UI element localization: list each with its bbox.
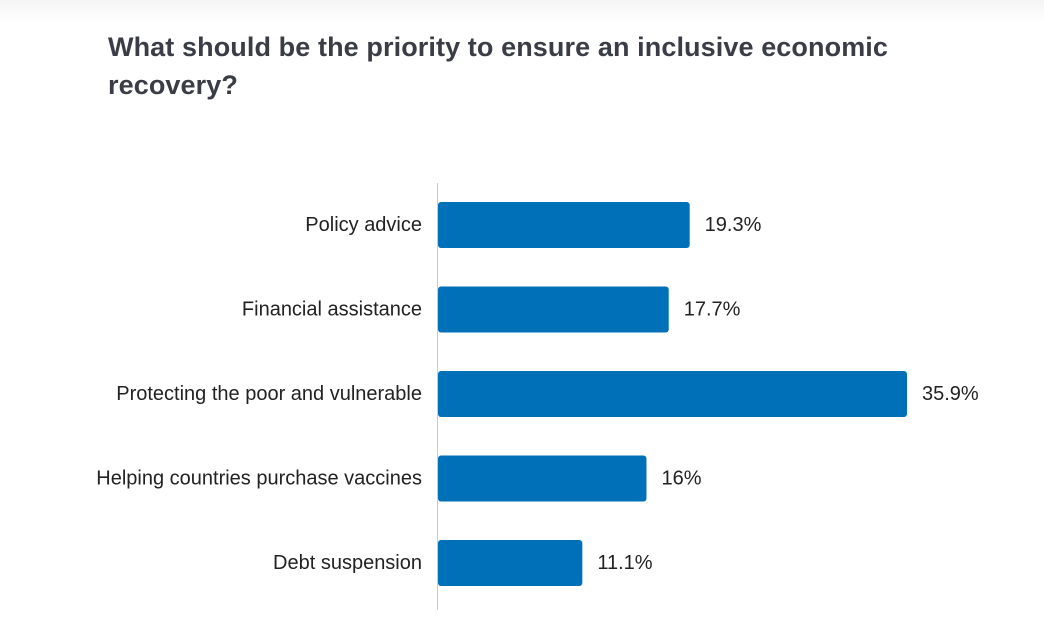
bar[interactable] [438, 455, 647, 502]
bar-group: Helping countries purchase vaccines 16% [96, 455, 702, 502]
bar-group: Financial assistance 17.7% [242, 286, 741, 333]
chart-title: What should be the priority to ensure an… [108, 32, 889, 100]
bar[interactable] [438, 371, 907, 417]
category-label: Policy advice [305, 214, 422, 236]
category-label: Financial assistance [242, 299, 422, 321]
bar[interactable] [438, 286, 669, 333]
value-label: 17.7% [684, 299, 741, 321]
category-label: Helping countries purchase vaccines [96, 468, 422, 490]
value-label: 35.9% [922, 383, 979, 405]
category-label: Debt suspension [273, 552, 422, 574]
bar[interactable] [438, 202, 690, 248]
value-label: 19.3% [705, 214, 762, 236]
value-label: 11.1% [597, 552, 652, 574]
value-label: 16% [661, 468, 701, 490]
category-label: Protecting the poor and vulnerable [116, 383, 422, 405]
bar[interactable] [438, 540, 583, 586]
bar-group: Protecting the poor and vulnerable 35.9% [116, 371, 979, 417]
bar-group: Debt suspension 11.1% [273, 540, 653, 586]
bars-layer: Policy advice 19.3% Financial assistance 17… [96, 202, 979, 586]
bar-group: Policy advice 19.3% [305, 202, 762, 248]
